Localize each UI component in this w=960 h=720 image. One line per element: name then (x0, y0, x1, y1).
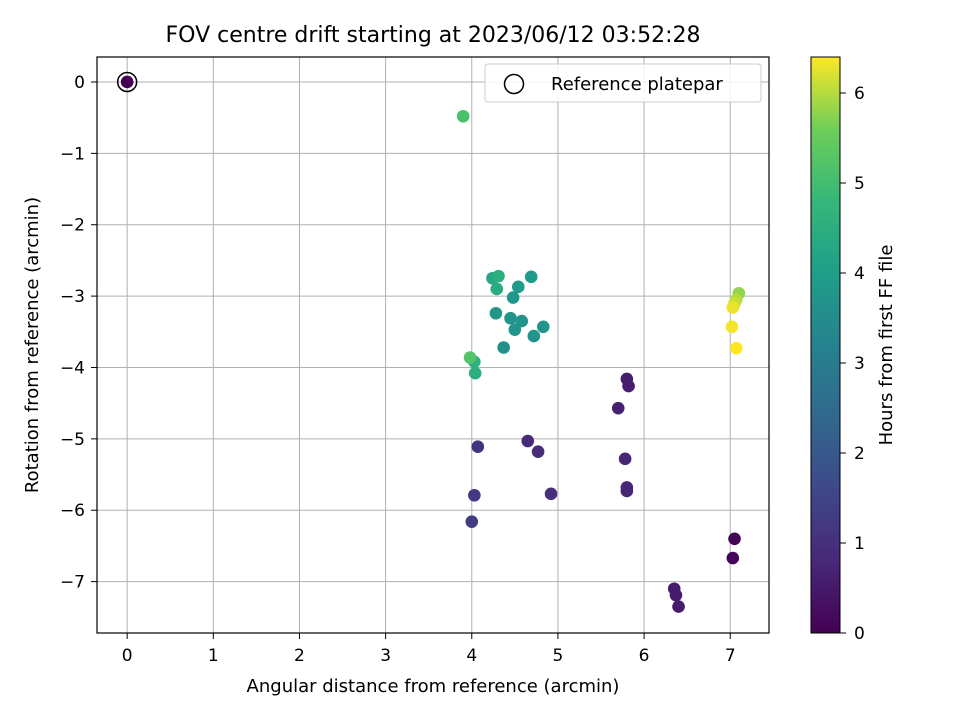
data-point (468, 488, 481, 502)
colorbar-tick-label: 2 (854, 444, 865, 464)
data-point (456, 109, 470, 123)
data-point (120, 75, 134, 89)
data-point (728, 532, 741, 546)
colorbar-ticks: 0 1 2 3 4 5 6 (840, 84, 865, 644)
colorbar-tick-label: 6 (854, 84, 865, 104)
colorbar-tick-label: 4 (854, 264, 865, 284)
y-tick-label: −5 (60, 430, 85, 450)
grid (97, 57, 769, 633)
data-point (544, 487, 558, 501)
data-point (618, 452, 632, 466)
y-tick-label: −3 (60, 287, 85, 307)
data-point (726, 301, 740, 314)
data-point (672, 600, 685, 613)
legend-marker-icon (503, 73, 525, 95)
data-point (511, 280, 525, 294)
legend: Reference platepar (484, 63, 762, 103)
colorbar-tick-label: 1 (854, 534, 865, 554)
reference-platepar-marker (116, 71, 138, 93)
x-tick-label: 4 (466, 646, 477, 666)
y-tick-label: −6 (60, 501, 85, 521)
plot-frame (96, 56, 770, 634)
data-point (521, 434, 535, 448)
y-tick-label: −4 (60, 358, 85, 378)
data-point (726, 551, 740, 565)
data-point (489, 306, 503, 320)
data-point (725, 320, 739, 334)
legend-label: Reference platepar (551, 74, 723, 95)
data-point (524, 270, 538, 284)
data-point (669, 588, 683, 602)
colorbar: 0 1 2 3 4 5 6 Hours from first FF file (810, 56, 897, 644)
data-point (490, 282, 504, 296)
chart-title: FOV centre drift starting at 2023/06/12 … (166, 23, 701, 48)
data-point (611, 401, 625, 415)
x-axis-label: Angular distance from reference (arcmin) (247, 676, 620, 697)
colorbar-gradient (810, 56, 841, 634)
colorbar-tick-label: 5 (854, 174, 865, 194)
data-point (463, 351, 477, 364)
data-point (620, 484, 634, 498)
data-point (465, 515, 479, 528)
x-tick-label: 7 (725, 646, 736, 666)
x-tick-label: 1 (208, 646, 219, 666)
data-point (504, 311, 517, 325)
x-tick-label: 2 (294, 646, 305, 666)
y-tick-label: −1 (60, 144, 85, 164)
data-point (531, 445, 545, 459)
data-point (536, 320, 550, 334)
y-tick-label: 0 (74, 73, 85, 93)
y-tick-label: −2 (60, 216, 85, 236)
data-points (116, 71, 746, 613)
data-point (506, 291, 520, 304)
data-point (515, 314, 529, 328)
data-point (471, 440, 485, 454)
colorbar-tick-label: 0 (854, 624, 865, 644)
x-axis-ticks: 0 1 2 3 4 5 6 7 (122, 633, 736, 666)
x-tick-label: 3 (380, 646, 391, 666)
y-axis-ticks: 0 −1 −2 −3 −4 −5 −6 −7 (60, 73, 97, 593)
legend-box (484, 63, 762, 103)
colorbar-label: Hours from first FF file (876, 245, 897, 446)
data-point (497, 341, 510, 354)
data-point (492, 269, 505, 283)
y-axis-label: Rotation from reference (arcmin) (22, 197, 43, 493)
data-point (508, 323, 522, 336)
colorbar-tick-label: 3 (854, 354, 865, 374)
data-point (729, 341, 743, 355)
x-tick-label: 6 (639, 646, 650, 666)
x-tick-label: 5 (553, 646, 564, 666)
data-point (527, 329, 541, 343)
y-tick-label: −7 (60, 573, 85, 593)
data-point (622, 379, 635, 393)
x-tick-label: 0 (122, 646, 133, 666)
data-point (468, 366, 482, 380)
